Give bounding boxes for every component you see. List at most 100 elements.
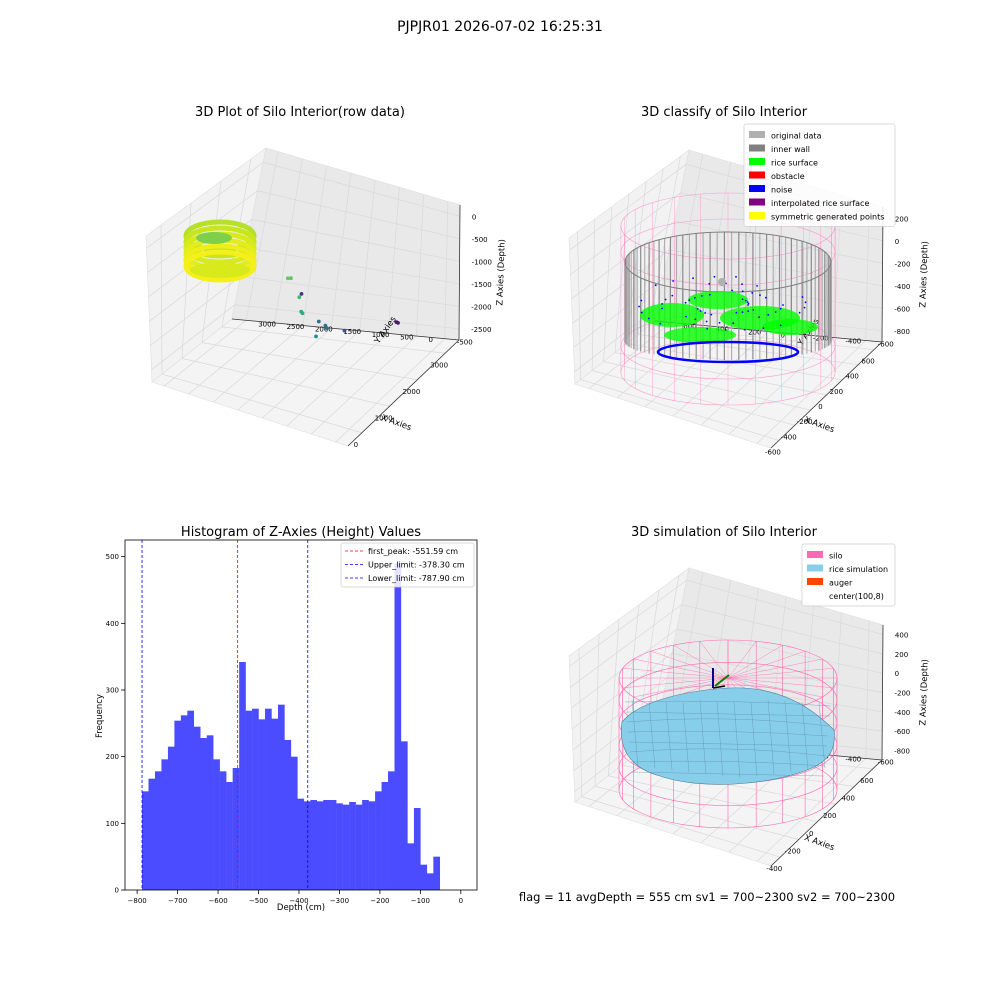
x-gridline xyxy=(221,326,446,354)
histogram-bar xyxy=(206,735,214,890)
x-axis-label: X Axies xyxy=(380,413,413,433)
y-tick-label: 2500 xyxy=(287,323,305,331)
y-gridline xyxy=(728,755,834,853)
raw-outlier-point xyxy=(314,334,318,339)
raw-point-cluster xyxy=(196,232,232,244)
noise-point xyxy=(752,309,755,311)
z-tick-label: -1000 xyxy=(472,258,492,266)
silo-roof-line xyxy=(727,668,834,679)
legend-box xyxy=(340,542,475,588)
rice-mesh-line xyxy=(818,702,826,769)
legend-box xyxy=(801,543,896,607)
x-axis-line xyxy=(770,759,883,867)
y-tick-label: 1000 xyxy=(372,331,390,339)
noise-point xyxy=(640,299,643,302)
y-tick-label: 400 xyxy=(106,620,119,628)
legend-entry: Upper_limit: -378.30 cm xyxy=(368,561,465,570)
panel-histogram: Histogram of Z-Axies (Height) Values −800… xyxy=(95,525,478,913)
noise-point xyxy=(762,327,765,330)
histogram-bar xyxy=(284,740,292,890)
z-tick-label: -600 xyxy=(894,305,910,313)
y-gridline xyxy=(756,340,867,444)
x-tick-label: -200 xyxy=(797,418,813,426)
z-gridline xyxy=(570,604,883,688)
y-gridline xyxy=(444,201,449,339)
z-tick-label: -500 xyxy=(472,236,488,244)
y-tick-label: -400 xyxy=(845,338,861,346)
legend-swatch xyxy=(749,158,765,165)
x-gridline xyxy=(577,231,582,380)
x-tick-label: -200 xyxy=(785,848,801,856)
raw-outlier-point xyxy=(396,321,400,325)
rice-surface-cluster xyxy=(640,303,704,327)
y-tick-label: -600 xyxy=(878,759,894,767)
rice-mesh-line xyxy=(699,699,707,775)
z-tick-label: 200 xyxy=(895,651,908,659)
z-axis-line xyxy=(458,204,461,341)
histogram-bar xyxy=(174,720,182,890)
x-tick-label: 1000 xyxy=(375,414,393,422)
rice-mesh-line xyxy=(626,718,830,727)
legend-entry: silo xyxy=(829,552,843,561)
silo-roof-line xyxy=(727,658,823,679)
rice-mesh-line xyxy=(648,700,656,769)
raw-outlier-point xyxy=(297,295,302,300)
noise-point xyxy=(803,306,806,309)
noise-point xyxy=(741,283,743,285)
noise-point xyxy=(779,307,782,310)
noise-point xyxy=(688,299,691,301)
noise-point xyxy=(704,312,706,314)
y-axis-label: Frequency xyxy=(95,694,105,738)
histogram-bar xyxy=(219,771,227,890)
legend-swatch xyxy=(749,131,765,138)
noise-point xyxy=(779,324,782,327)
y-tick-label: 2000 xyxy=(315,326,333,334)
noise-point xyxy=(747,304,749,306)
rice-mesh-line xyxy=(629,748,827,757)
raw-outlier-point xyxy=(324,326,329,331)
y-gridline xyxy=(262,330,360,419)
noise-point xyxy=(746,301,749,303)
z-tick-label: 0 xyxy=(895,238,899,246)
y-tick-label: -600 xyxy=(878,341,894,349)
histogram-bar xyxy=(381,782,389,890)
histogram-bar xyxy=(426,873,434,890)
histogram-bar xyxy=(297,798,305,890)
legend-entry: noise xyxy=(771,186,792,195)
noise-point xyxy=(747,310,750,313)
y-gridline xyxy=(213,325,304,403)
y-gridline xyxy=(188,322,275,395)
noise-point xyxy=(672,280,674,282)
noise-point xyxy=(735,311,738,314)
rice-mesh-line xyxy=(801,701,809,771)
y-tick-label: -400 xyxy=(845,756,861,764)
histogram-bar xyxy=(252,708,259,890)
histogram-bar xyxy=(193,726,201,890)
x-tick-label: 0 xyxy=(818,403,822,411)
noise-point xyxy=(767,314,770,316)
x-tick-label: −400 xyxy=(289,897,308,905)
y-tick-label: 200 xyxy=(106,753,119,761)
y-tick-label: -500 xyxy=(457,339,473,347)
histogram-bar xyxy=(375,791,382,890)
x-axis-line xyxy=(347,339,460,447)
z-tick-label: -400 xyxy=(894,709,910,717)
histogram-bar xyxy=(413,808,421,890)
histogram-bar xyxy=(226,782,233,890)
rice-simulation-surface xyxy=(620,687,835,785)
z-tick-label: 0 xyxy=(895,670,899,678)
y-tick-label: 0 xyxy=(115,887,119,895)
legend-entry: rice surface xyxy=(771,159,818,168)
y-gridline xyxy=(237,327,332,411)
rice-mesh-line xyxy=(750,702,758,777)
x-tick-label: 200 xyxy=(823,812,836,820)
silo-wireframe-ring xyxy=(620,218,836,286)
silo-roof-line xyxy=(727,677,834,688)
x-tick-label: −700 xyxy=(168,897,187,905)
y-gridline xyxy=(728,337,834,435)
x-gridline xyxy=(591,219,596,371)
histogram-bar xyxy=(349,802,356,890)
y-tick-label: 100 xyxy=(106,820,119,828)
raw-point-cluster xyxy=(183,249,257,283)
legend-swatch xyxy=(749,144,765,152)
